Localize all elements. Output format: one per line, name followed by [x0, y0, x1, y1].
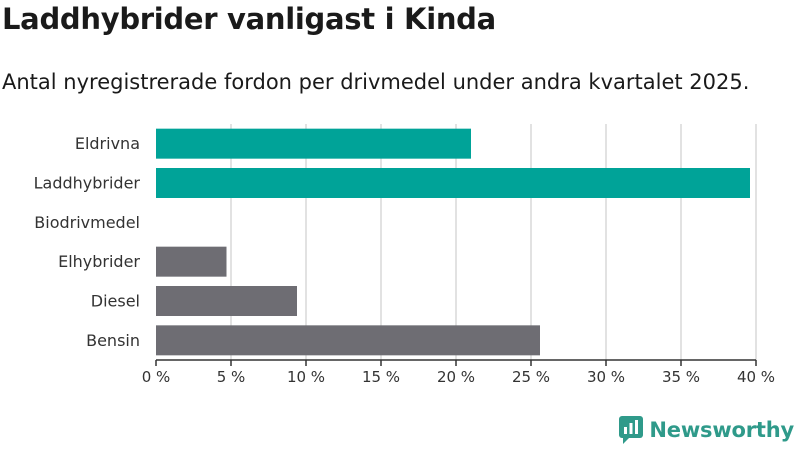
bar-eldrivna: [156, 128, 471, 159]
x-tick-label-25: 25 %: [512, 368, 550, 386]
x-tick-label-20: 20 %: [437, 368, 475, 386]
chart-title: Laddhybrider vanligast i Kinda: [2, 2, 496, 36]
x-tick-label-10: 10 %: [287, 368, 325, 386]
category-label-bensin: Bensin: [86, 331, 140, 350]
x-tick-label-15: 15 %: [362, 368, 400, 386]
x-tick-label-40: 40 %: [737, 368, 775, 386]
x-tick-label-5: 5 %: [217, 368, 246, 386]
brand-logo: Newsworthy: [619, 416, 794, 444]
x-tick-label-0: 0 %: [142, 368, 171, 386]
x-tick-label-35: 35 %: [662, 368, 700, 386]
bar-bensin: [156, 325, 540, 356]
chart-subtitle: Antal nyregistrerade fordon per drivmede…: [2, 70, 750, 94]
x-tick-label-30: 30 %: [587, 368, 625, 386]
brand-name: Newsworthy: [649, 418, 794, 442]
category-label-biodrivmedel: Biodrivmedel: [34, 213, 140, 232]
bar-diesel: [156, 286, 297, 316]
bar-laddhybrider: [156, 168, 750, 198]
category-label-eldrivna: Eldrivna: [75, 134, 140, 153]
bar-elhybrider: [156, 246, 227, 277]
newsworthy-logo-icon: [619, 416, 644, 444]
category-label-diesel: Diesel: [91, 292, 140, 311]
category-label-laddhybrider: Laddhybrider: [34, 174, 141, 193]
category-label-elhybrider: Elhybrider: [58, 252, 140, 271]
